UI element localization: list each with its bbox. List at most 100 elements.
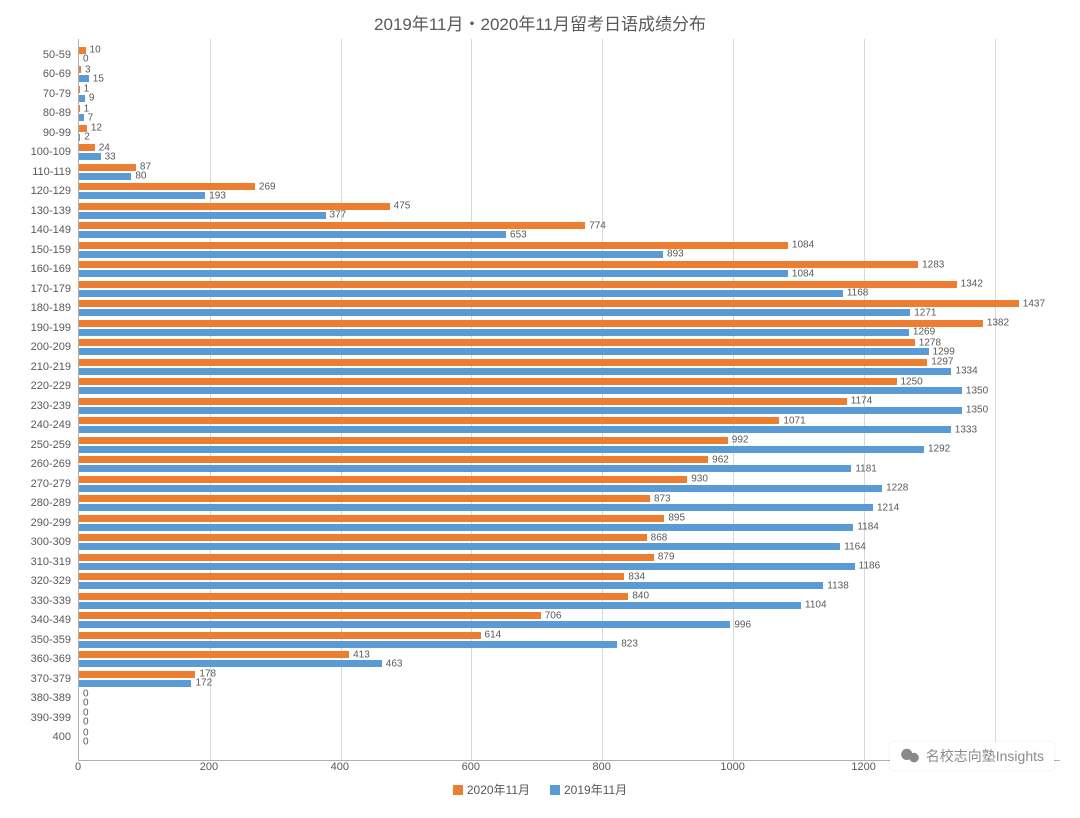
bar-value-label: 1084 (788, 240, 814, 251)
bar-value-label: 0 (79, 697, 89, 708)
bar-value-label: 895 (664, 513, 685, 524)
y-axis-label: 50-59 (1, 49, 71, 61)
bar: 12 (79, 125, 87, 132)
bar: 10 (79, 47, 86, 54)
bar-value-label: 1437 (1019, 298, 1045, 309)
legend-swatch (550, 785, 560, 795)
y-axis-label: 230-239 (1, 400, 71, 412)
category-row: 220-22912501350 (79, 377, 1060, 397)
bar: 87 (79, 164, 136, 171)
bar-value-label: 868 (647, 532, 668, 543)
bar: 1104 (79, 602, 801, 609)
bar-value-label: 1297 (927, 357, 953, 368)
chart-container: 2019年11月・2020年11月留考日语成绩分布 50-5910060-693… (0, 0, 1080, 818)
category-row: 330-3398401104 (79, 591, 1060, 611)
bar: 377 (79, 212, 326, 219)
legend-swatch (453, 785, 463, 795)
category-row: 80-8917 (79, 104, 1060, 124)
bar: 413 (79, 651, 349, 658)
bar: 868 (79, 534, 647, 541)
bar: 24 (79, 144, 95, 151)
bar-value-label: 834 (624, 571, 645, 582)
x-axis-tick-label: 400 (331, 761, 349, 773)
category-row: 290-2998951184 (79, 513, 1060, 533)
bar: 1 (79, 86, 80, 93)
category-row: 370-379178172 (79, 669, 1060, 689)
y-axis-label: 100-109 (1, 146, 71, 158)
bar-value-label: 377 (326, 210, 347, 221)
bar-value-label: 7 (84, 112, 94, 123)
category-row: 300-3098681164 (79, 533, 1060, 553)
bar: 1292 (79, 446, 924, 453)
bar-value-label: 269 (255, 181, 276, 192)
bar: 774 (79, 222, 585, 229)
category-row: 70-7919 (79, 84, 1060, 104)
bar-value-label: 1071 (779, 415, 805, 426)
bar-value-label: 9 (85, 93, 95, 104)
y-axis-label: 180-189 (1, 302, 71, 314)
x-axis-tick-label: 1000 (720, 761, 744, 773)
category-row: 390-39900 (79, 708, 1060, 728)
bar: 614 (79, 632, 481, 639)
legend-item: 2019年11月 (550, 781, 627, 798)
bar: 834 (79, 573, 624, 580)
bar: 463 (79, 660, 382, 667)
wechat-icon (900, 748, 920, 764)
bar: 1164 (79, 543, 840, 550)
y-axis-label: 220-229 (1, 380, 71, 392)
category-row: 190-19913821269 (79, 318, 1060, 338)
bar: 706 (79, 612, 541, 619)
bar-value-label: 879 (654, 552, 675, 563)
bar: 840 (79, 593, 628, 600)
bar: 1333 (79, 426, 951, 433)
y-axis-label: 270-279 (1, 478, 71, 490)
category-row: 170-17913421168 (79, 279, 1060, 299)
bar-value-label: 992 (728, 435, 749, 446)
y-axis-label: 160-169 (1, 263, 71, 275)
bar-value-label: 840 (628, 591, 649, 602)
category-row: 50-59100 (79, 45, 1060, 65)
bar: 1228 (79, 485, 882, 492)
bar-value-label: 1184 (853, 522, 879, 533)
bar: 1186 (79, 563, 855, 570)
bar-value-label: 463 (382, 658, 403, 669)
y-axis-label: 290-299 (1, 517, 71, 529)
category-row: 380-38900 (79, 689, 1060, 709)
bar: 269 (79, 183, 255, 190)
y-axis-label: 250-259 (1, 439, 71, 451)
bar-value-label: 653 (506, 229, 527, 240)
bar: 475 (79, 203, 390, 210)
bar: 1168 (79, 290, 843, 297)
category-row: 270-2799301228 (79, 474, 1060, 494)
bar-value-label: 1181 (851, 463, 877, 474)
y-axis-label: 190-199 (1, 322, 71, 334)
plot-area: 50-5910060-6931570-791980-891790-9912210… (78, 39, 1060, 761)
bar: 895 (79, 515, 664, 522)
x-axis-tick-label: 1200 (851, 761, 875, 773)
bar-value-label: 1164 (840, 541, 866, 552)
category-row: 260-2699621181 (79, 455, 1060, 475)
legend: 2020年11月2019年11月 (0, 777, 1080, 798)
x-axis-tick-label: 800 (593, 761, 611, 773)
category-row: 130-139475377 (79, 201, 1060, 221)
bar: 653 (79, 231, 506, 238)
bar: 1350 (79, 407, 962, 414)
bar-value-label: 2 (80, 132, 90, 143)
bar: 1084 (79, 242, 788, 249)
category-row: 140-149774653 (79, 221, 1060, 241)
bar-value-label: 614 (481, 630, 502, 641)
category-row: 320-3298341138 (79, 572, 1060, 592)
y-axis-label: 300-309 (1, 536, 71, 548)
bar-value-label: 475 (390, 201, 411, 212)
bar: 1297 (79, 359, 927, 366)
category-row: 250-2599921292 (79, 435, 1060, 455)
bar-value-label: 930 (687, 474, 708, 485)
bar: 962 (79, 456, 708, 463)
y-axis-label: 90-99 (1, 127, 71, 139)
bar: 3 (79, 66, 81, 73)
bar: 80 (79, 173, 131, 180)
category-row: 160-16912831084 (79, 260, 1060, 280)
y-axis-label: 150-159 (1, 244, 71, 256)
bar-value-label: 1186 (855, 561, 881, 572)
bar: 893 (79, 251, 663, 258)
